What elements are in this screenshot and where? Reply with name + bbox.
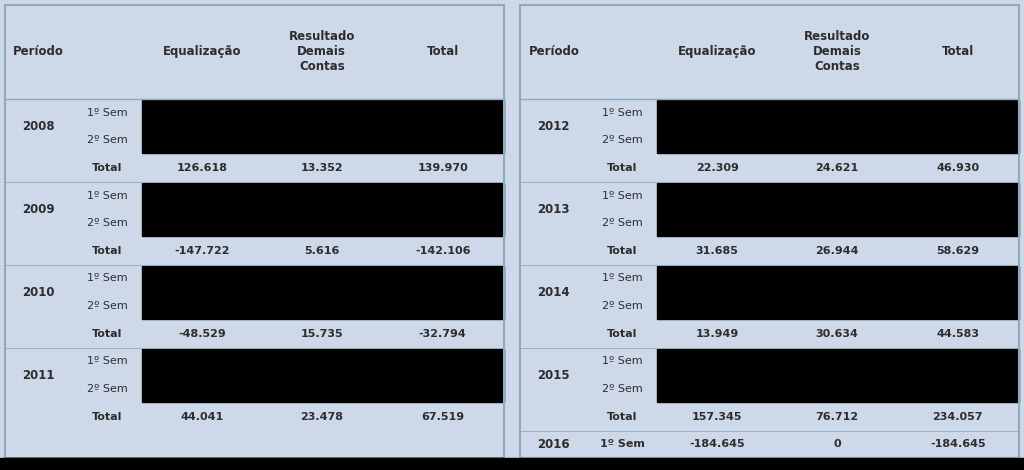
Text: 13.949: 13.949 bbox=[695, 329, 738, 339]
Text: Total: Total bbox=[92, 163, 123, 173]
Text: 46.930: 46.930 bbox=[936, 163, 979, 173]
Bar bbox=[142, 100, 504, 153]
Text: 2º Sem: 2º Sem bbox=[87, 384, 128, 394]
Text: Total: Total bbox=[942, 45, 974, 58]
Text: Total: Total bbox=[92, 329, 123, 339]
Text: 1º Sem: 1º Sem bbox=[602, 356, 643, 367]
Text: -184.645: -184.645 bbox=[689, 439, 745, 449]
Text: 2º Sem: 2º Sem bbox=[87, 301, 128, 311]
Text: 1º Sem: 1º Sem bbox=[87, 190, 128, 201]
Text: -147.722: -147.722 bbox=[174, 246, 229, 256]
Text: Período: Período bbox=[13, 45, 65, 58]
Text: 5.616: 5.616 bbox=[304, 246, 340, 256]
Text: 126.618: 126.618 bbox=[176, 163, 227, 173]
Text: 2014: 2014 bbox=[538, 286, 570, 299]
Text: 26.944: 26.944 bbox=[815, 246, 858, 256]
Text: 44.041: 44.041 bbox=[180, 412, 223, 422]
Text: -142.106: -142.106 bbox=[415, 246, 470, 256]
Text: 2010: 2010 bbox=[23, 286, 55, 299]
Text: 1º Sem: 1º Sem bbox=[87, 356, 128, 367]
Text: 139.970: 139.970 bbox=[418, 163, 468, 173]
Text: 15.735: 15.735 bbox=[300, 329, 343, 339]
Bar bbox=[0, 458, 1024, 470]
Text: 1º Sem: 1º Sem bbox=[87, 108, 128, 118]
Text: 30.634: 30.634 bbox=[815, 329, 858, 339]
Text: Total: Total bbox=[607, 412, 638, 422]
Text: 2º Sem: 2º Sem bbox=[87, 135, 128, 145]
Text: -48.529: -48.529 bbox=[178, 329, 226, 339]
Text: 1º Sem: 1º Sem bbox=[602, 190, 643, 201]
Text: 157.345: 157.345 bbox=[692, 412, 742, 422]
Text: 24.621: 24.621 bbox=[815, 163, 858, 173]
Bar bbox=[520, 5, 1019, 458]
Text: 2º Sem: 2º Sem bbox=[602, 218, 643, 228]
Bar bbox=[657, 349, 1019, 402]
Text: Total: Total bbox=[427, 45, 459, 58]
Text: Total: Total bbox=[92, 246, 123, 256]
Text: 1º Sem: 1º Sem bbox=[602, 108, 643, 118]
Text: 2º Sem: 2º Sem bbox=[602, 384, 643, 394]
Text: 2º Sem: 2º Sem bbox=[87, 218, 128, 228]
Bar bbox=[142, 349, 504, 402]
Text: 2011: 2011 bbox=[23, 369, 55, 382]
Bar bbox=[142, 266, 504, 319]
Text: 2013: 2013 bbox=[538, 203, 570, 216]
Text: Equalização: Equalização bbox=[163, 45, 242, 58]
Text: 22.309: 22.309 bbox=[695, 163, 738, 173]
Text: Período: Período bbox=[528, 45, 580, 58]
Text: -184.645: -184.645 bbox=[930, 439, 986, 449]
Text: 234.057: 234.057 bbox=[933, 412, 983, 422]
Text: 2º Sem: 2º Sem bbox=[602, 135, 643, 145]
Text: 2012: 2012 bbox=[538, 120, 570, 133]
Text: Total: Total bbox=[92, 412, 123, 422]
Bar bbox=[657, 183, 1019, 236]
Bar bbox=[657, 100, 1019, 153]
Text: -32.794: -32.794 bbox=[419, 329, 467, 339]
Text: 1º Sem: 1º Sem bbox=[602, 274, 643, 283]
Text: Total: Total bbox=[607, 246, 638, 256]
Text: 0: 0 bbox=[834, 439, 841, 449]
Text: Resultado
Demais
Contas: Resultado Demais Contas bbox=[289, 30, 355, 73]
Text: Resultado
Demais
Contas: Resultado Demais Contas bbox=[804, 30, 870, 73]
Text: 44.583: 44.583 bbox=[936, 329, 979, 339]
Text: 2016: 2016 bbox=[538, 438, 570, 451]
Bar bbox=[657, 266, 1019, 319]
Bar bbox=[5, 5, 504, 458]
Bar bbox=[142, 183, 504, 236]
Text: 2009: 2009 bbox=[23, 203, 55, 216]
Text: 23.478: 23.478 bbox=[300, 412, 343, 422]
Text: 31.685: 31.685 bbox=[695, 246, 738, 256]
Text: Total: Total bbox=[607, 329, 638, 339]
Text: Total: Total bbox=[607, 163, 638, 173]
Text: 67.519: 67.519 bbox=[421, 412, 464, 422]
Text: 58.629: 58.629 bbox=[936, 246, 979, 256]
Text: 1º Sem: 1º Sem bbox=[600, 439, 645, 449]
Text: 2015: 2015 bbox=[538, 369, 570, 382]
Text: Equalização: Equalização bbox=[678, 45, 757, 58]
Text: 2º Sem: 2º Sem bbox=[602, 301, 643, 311]
Text: 1º Sem: 1º Sem bbox=[87, 274, 128, 283]
Text: 13.352: 13.352 bbox=[300, 163, 343, 173]
Text: 76.712: 76.712 bbox=[815, 412, 858, 422]
Text: 2008: 2008 bbox=[23, 120, 55, 133]
